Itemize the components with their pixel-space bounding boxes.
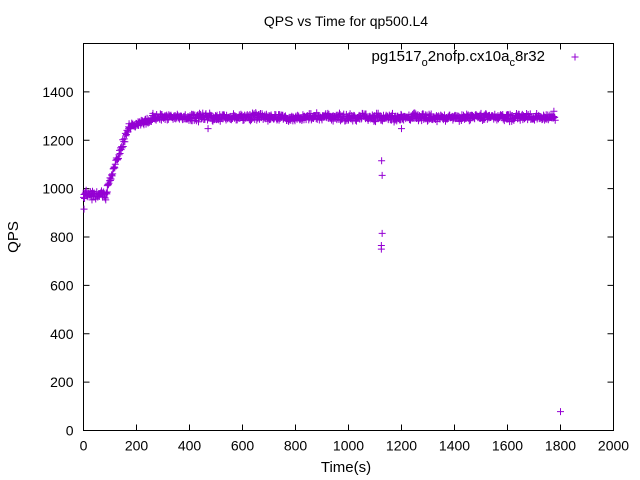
- data-point: [114, 154, 122, 162]
- y-tick-label: 1200: [42, 132, 73, 148]
- data-point: [102, 189, 110, 197]
- x-tick-label: 1200: [386, 438, 417, 454]
- y-tick-label: 200: [50, 374, 74, 390]
- data-point: [107, 176, 115, 184]
- data-point: [411, 109, 419, 117]
- data-point: [119, 142, 127, 150]
- data-point: [118, 144, 126, 152]
- data-point: [362, 110, 370, 118]
- data-point: [372, 118, 380, 126]
- legend-label-tail: 8r32: [515, 48, 545, 65]
- x-tick-label: 1000: [333, 438, 364, 454]
- data-point: [108, 171, 116, 179]
- data-point: [378, 171, 386, 179]
- data-point: [120, 135, 128, 143]
- legend: pg1517o2nofp.cx10ac8r32: [372, 48, 579, 69]
- data-point: [324, 109, 332, 117]
- data-point: [116, 150, 124, 158]
- data-point: [111, 164, 119, 172]
- x-tick-label: 2000: [598, 438, 629, 454]
- x-tick-label: 1800: [545, 438, 576, 454]
- data-point: [378, 157, 386, 165]
- data-point: [115, 151, 123, 159]
- data-points: [80, 107, 564, 416]
- chart-title: QPS vs Time for qp500.L4: [264, 13, 428, 29]
- legend-label-base: pg1517: [372, 48, 422, 65]
- x-tick-label: 400: [178, 438, 202, 454]
- data-point: [204, 125, 212, 133]
- data-point: [149, 109, 157, 117]
- data-point: [102, 196, 110, 204]
- x-axis-ticks: 0 200 400 600 800 1000 1200 1400 1600 1800 2000: [80, 43, 629, 454]
- legend-label: pg1517o2nofp.cx10ac8r32: [372, 48, 545, 69]
- x-tick-label: 600: [231, 438, 255, 454]
- legend-marker-plus: [571, 53, 579, 61]
- x-tick-label: 1600: [492, 438, 523, 454]
- data-point: [88, 196, 96, 204]
- data-point: [111, 160, 119, 168]
- data-point: [557, 408, 564, 416]
- y-tick-label: 600: [50, 277, 74, 293]
- data-point: [377, 245, 385, 253]
- data-point: [550, 107, 558, 115]
- x-tick-label: 1400: [439, 438, 470, 454]
- data-point: [109, 170, 117, 178]
- legend-label-mid: 2nofp.cx10a: [428, 48, 510, 65]
- data-point: [378, 229, 386, 237]
- data-point: [121, 138, 129, 146]
- data-point: [113, 156, 121, 164]
- x-axis-label: Time(s): [321, 459, 371, 476]
- y-tick-label: 0: [66, 423, 74, 439]
- data-point: [398, 125, 405, 133]
- legend-label-sub2: c: [509, 57, 515, 69]
- data-point: [80, 205, 88, 213]
- x-tick-label: 200: [125, 438, 149, 454]
- x-tick-label: 0: [80, 438, 88, 454]
- data-point: [86, 191, 94, 199]
- y-tick-label: 800: [50, 229, 74, 245]
- x-tick-label: 800: [284, 438, 308, 454]
- y-axis-label: QPS: [5, 221, 22, 253]
- data-point: [126, 125, 134, 133]
- data-point: [551, 116, 559, 124]
- data-point: [122, 132, 130, 140]
- y-tick-label: 1000: [42, 181, 73, 197]
- data-point: [107, 175, 115, 183]
- data-point: [388, 109, 396, 117]
- legend-marker: [571, 53, 579, 61]
- y-axis-ticks: 0 200 400 600 800 1000 1200 1400: [42, 84, 614, 439]
- data-point: [103, 188, 111, 196]
- y-tick-label: 1400: [42, 84, 73, 100]
- data-point: [104, 181, 112, 189]
- legend-label-sub1: o: [422, 57, 428, 69]
- y-tick-label: 400: [50, 326, 74, 342]
- data-point: [551, 113, 559, 121]
- data-point: [195, 118, 203, 126]
- plot-frame: [83, 43, 614, 431]
